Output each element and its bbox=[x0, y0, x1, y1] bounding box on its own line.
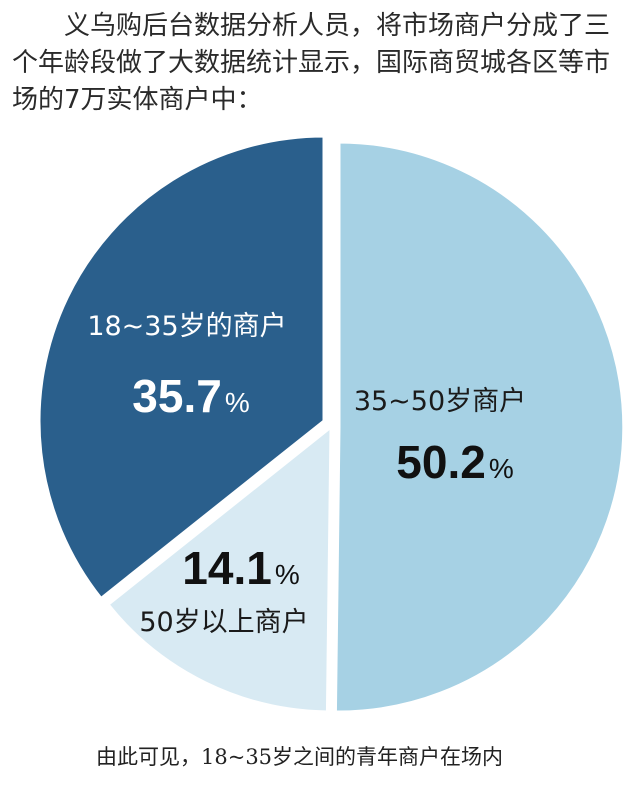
caption: 由此可见，18~35岁之间的青年商户在场内 bbox=[96, 745, 504, 769]
slice-value-3: 35.7% bbox=[132, 370, 249, 422]
pie-slice-1 bbox=[333, 140, 626, 714]
pie-slices bbox=[37, 134, 626, 714]
intro-paragraph: 义乌购后台数据分析人员，将市场商户分成了三个年龄段做了大数据统计显示，国际商贸城… bbox=[12, 11, 611, 115]
pie-slice-3 bbox=[37, 134, 326, 601]
slice-value-1: 50.2% bbox=[396, 436, 513, 488]
pie-slice-2 bbox=[105, 423, 333, 714]
slice-label-1: 35~50岁商户 bbox=[354, 386, 526, 417]
slice-label-3: 18~35岁的商户 bbox=[87, 311, 286, 342]
pie-labels: 35~50岁商户 50.2 % 50岁以上商户 14.1 % 18~35岁的商户 35.7% bbox=[87, 311, 526, 638]
slice-label-2: 50岁以上商户 bbox=[139, 607, 308, 638]
slice-value-2: 14.1% bbox=[182, 542, 299, 594]
